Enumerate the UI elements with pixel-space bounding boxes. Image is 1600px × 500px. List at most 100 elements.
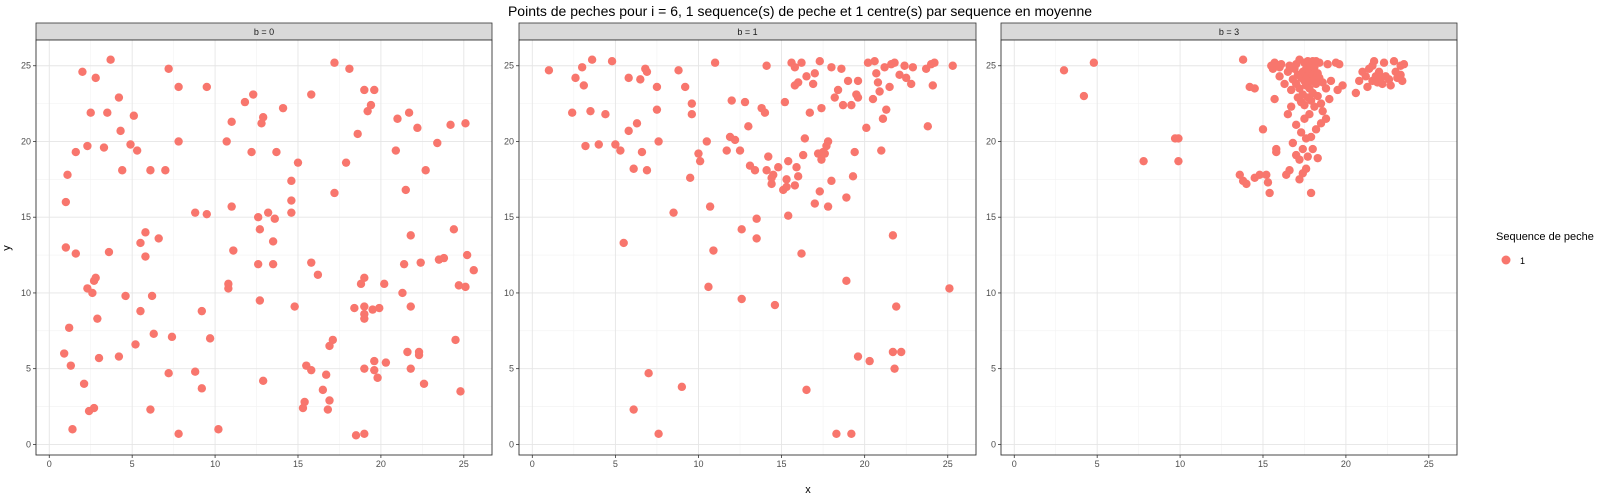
data-point [782,182,791,192]
data-point [1275,72,1284,81]
x-tick-label: 5 [1095,459,1100,469]
data-point [1354,76,1364,86]
data-point [629,405,638,414]
data-point [908,63,918,72]
y-tick-label: 5 [991,364,996,374]
data-point [190,367,200,376]
data-point [815,187,824,196]
panel-border [518,39,977,456]
data-point [890,364,899,373]
data-point [1306,132,1316,142]
data-point [677,382,687,392]
data-point [774,163,783,172]
data-point [247,147,256,157]
data-point [710,58,720,67]
data-point [793,172,803,181]
data-point [868,94,878,104]
data-point [446,120,455,130]
data-point [373,373,382,382]
data-point [1079,91,1089,101]
data-point [642,166,652,175]
data-point [456,387,465,396]
y-tick-label: 15 [21,212,31,222]
data-point [268,237,278,246]
data-point [68,425,77,434]
x-axis-title: x [805,484,811,496]
data-point [790,63,800,72]
data-point [353,129,362,139]
data-point [174,82,183,92]
data-point [1386,81,1395,90]
data-point [391,146,401,155]
data-point [1280,79,1289,89]
data-point [923,122,933,131]
data-point [843,76,853,86]
data-point [118,166,127,175]
data-point [89,403,99,413]
data-point [325,396,334,405]
data-point [820,149,829,158]
x-tick-label: 10 [693,459,703,469]
data-point [414,350,424,360]
data-point [833,85,843,95]
data-point [103,108,112,117]
data-point [842,193,851,202]
data-point [190,208,200,217]
data-point [433,138,442,148]
data-point [885,82,894,92]
data-point [300,397,309,407]
data-point [406,231,415,240]
data-point [249,90,258,99]
data-point [882,105,891,114]
data-point [705,202,715,211]
data-point [341,158,351,167]
data-point [760,108,770,117]
plot-background [1001,40,1457,455]
data-point [762,61,771,70]
data-point [141,252,150,261]
data-point [847,429,856,438]
data-point [802,72,811,81]
data-point [945,284,954,293]
data-point [307,90,316,99]
data-point [1258,125,1268,134]
data-point [419,379,429,389]
data-point [293,158,303,167]
data-point [674,66,683,75]
data-point [892,302,901,311]
data-point [680,82,690,92]
y-tick-label: 10 [21,288,31,298]
data-point [586,106,595,116]
data-point [91,73,100,83]
data-point [278,103,288,113]
facet-strip-label: b = 3 [1219,27,1239,37]
data-point [461,282,470,292]
data-point [767,179,776,189]
data-point [93,314,102,323]
data-point [870,57,879,66]
data-point [1262,170,1271,179]
data-point [1321,114,1331,123]
data-point [88,288,97,298]
data-point [1378,79,1387,89]
y-tick-label: 20 [504,136,514,146]
plot-background [36,40,492,455]
data-point [880,63,889,72]
data-point [350,303,359,313]
y-tick-label: 0 [509,439,514,449]
y-tick-label: 0 [991,439,996,449]
data-point [1363,82,1372,92]
y-tick-label: 20 [21,136,31,146]
data-point [1308,144,1317,154]
data-point [1389,57,1399,66]
data-point [685,173,695,183]
data-point [227,202,236,211]
data-point [838,100,848,110]
data-point [948,61,957,70]
data-point [205,334,215,343]
data-point [890,58,899,67]
data-point [116,126,125,136]
data-point [272,147,281,157]
y-tick-label: 25 [986,61,996,71]
legend-title: Sequence de peche [1496,231,1594,243]
